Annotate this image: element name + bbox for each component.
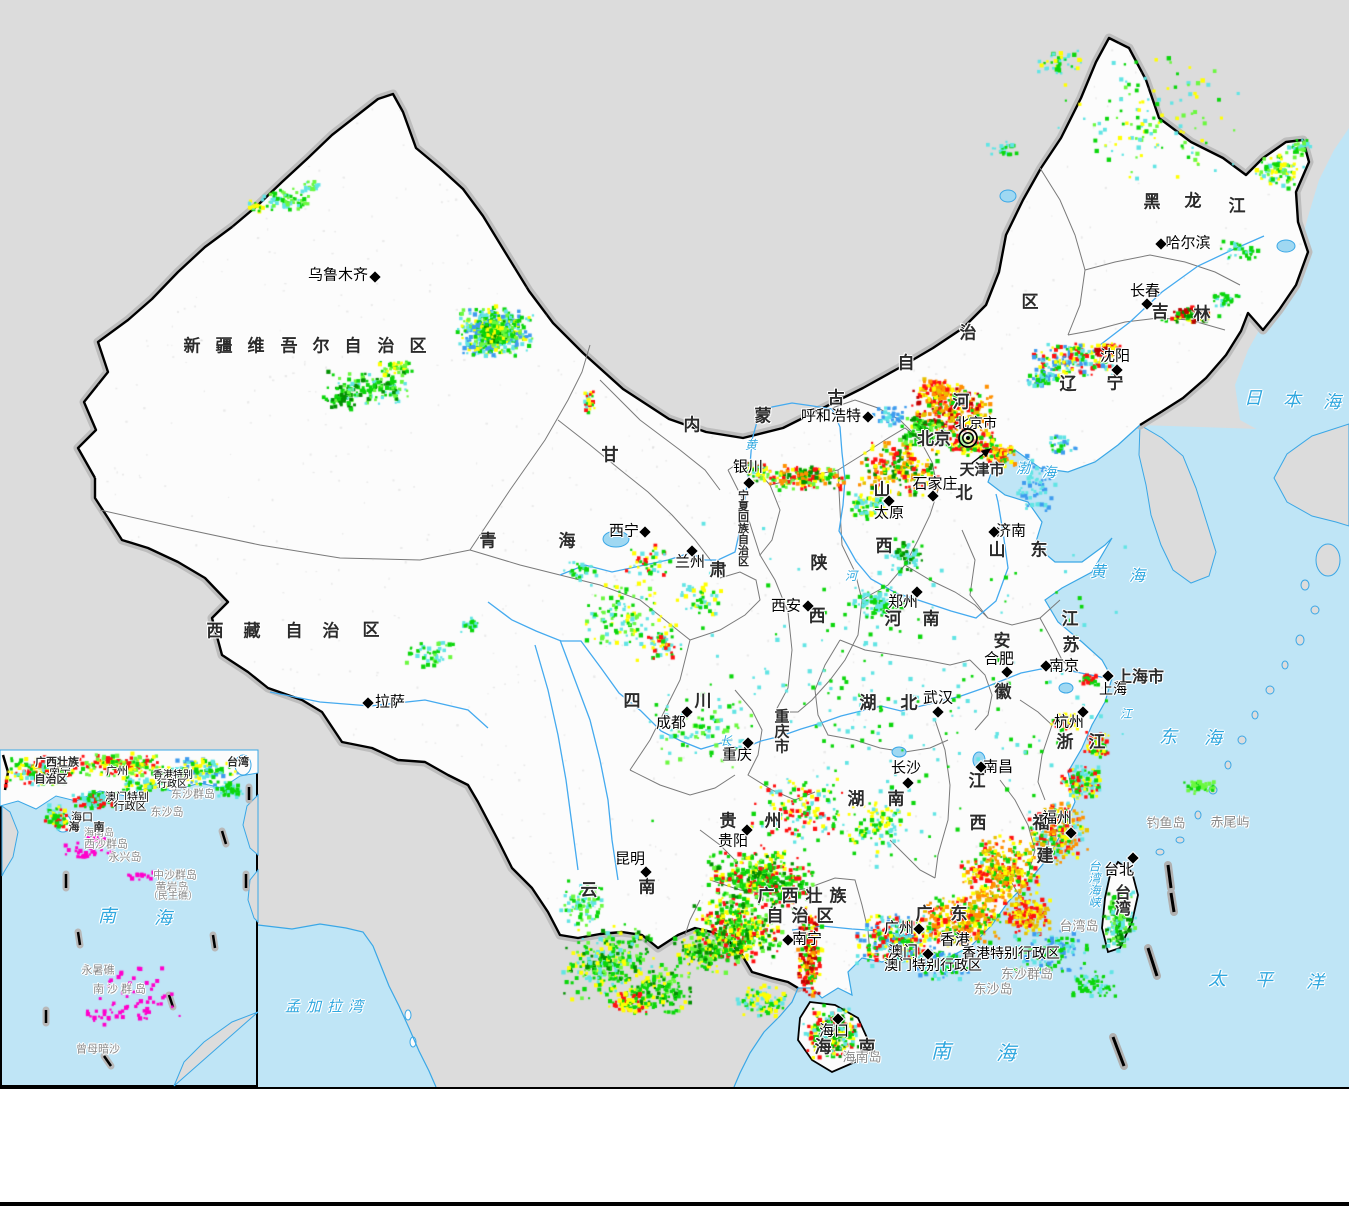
china-radar-map: 新疆维吾尔自治区西藏自治区青海甘肃宁夏回族自治区陕西山西河北山东河南安徽江苏湖北… xyxy=(0,0,1349,1089)
bottom-border xyxy=(0,1202,1349,1206)
radar-echo-canvas xyxy=(0,0,1349,1087)
legend-panel: 全国雷达拼图 [2025-08-19 16:48:00] [ 组合反射率 ] d… xyxy=(0,1089,1349,1208)
